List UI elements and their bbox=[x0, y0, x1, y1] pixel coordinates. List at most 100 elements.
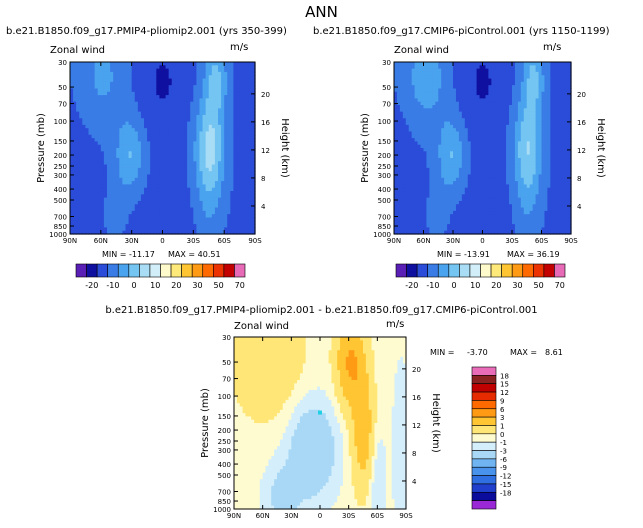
contour-cell bbox=[165, 161, 170, 166]
contour-cell bbox=[196, 214, 201, 219]
contour-cell bbox=[153, 134, 157, 139]
contour-cell bbox=[119, 95, 124, 99]
contour-cell bbox=[174, 171, 179, 176]
panel1-min-max: MIN = -11.17 bbox=[102, 250, 155, 259]
contour-cell bbox=[174, 161, 179, 166]
contour-cell bbox=[140, 157, 145, 162]
contour-cell bbox=[97, 154, 102, 159]
contour-cell bbox=[193, 78, 198, 83]
contour-cell bbox=[73, 98, 77, 103]
contour-cell bbox=[76, 118, 80, 123]
contour-cell bbox=[174, 174, 179, 179]
contour-cell bbox=[76, 220, 80, 225]
contour-cell bbox=[140, 65, 145, 70]
contour-cell bbox=[82, 154, 87, 159]
contour-cell bbox=[128, 230, 133, 235]
contour-cell bbox=[94, 181, 99, 185]
contour-cell bbox=[134, 204, 139, 209]
contour-cell bbox=[131, 134, 136, 139]
contour-cell bbox=[85, 78, 90, 83]
contour-cell bbox=[181, 164, 185, 169]
contour-cell bbox=[100, 167, 105, 172]
contour-cell bbox=[137, 118, 142, 123]
contour-cell bbox=[110, 227, 114, 232]
contour-cell bbox=[144, 174, 148, 179]
contour-cell bbox=[199, 148, 204, 152]
contour-cell bbox=[73, 88, 77, 93]
contour-cell bbox=[171, 224, 176, 228]
contour-cell bbox=[116, 62, 120, 66]
contour-cell bbox=[88, 108, 93, 113]
contour-cell bbox=[85, 101, 90, 106]
contour-cell bbox=[162, 138, 167, 142]
contour-cell bbox=[113, 141, 117, 146]
contour-cell bbox=[199, 220, 204, 225]
contour-cell bbox=[156, 134, 161, 139]
contour-cell bbox=[144, 91, 148, 96]
contour-cell bbox=[144, 78, 148, 83]
contour-cell bbox=[193, 204, 198, 209]
contour-cell bbox=[113, 121, 117, 126]
contour-cell bbox=[147, 128, 151, 133]
contour-cell bbox=[125, 194, 130, 199]
contour-cell bbox=[140, 68, 145, 73]
contour-cell bbox=[103, 68, 108, 73]
contour-cell bbox=[91, 62, 96, 66]
contour-cell bbox=[76, 217, 80, 222]
contour-cell bbox=[134, 230, 139, 235]
contour-cell bbox=[184, 148, 188, 152]
contour-cell bbox=[128, 95, 133, 99]
contour-cell bbox=[88, 214, 93, 219]
contour-cell bbox=[190, 124, 194, 129]
contour-cell bbox=[134, 111, 139, 116]
contour-cell bbox=[153, 181, 157, 185]
contour-cell bbox=[150, 114, 154, 119]
contour-cell bbox=[168, 161, 173, 166]
contour-cell bbox=[165, 62, 170, 66]
contour-cell bbox=[97, 68, 102, 73]
contour-cell bbox=[85, 65, 90, 70]
contour-cell bbox=[187, 105, 191, 109]
contour-cell bbox=[193, 191, 198, 195]
contour-cell bbox=[119, 85, 124, 90]
contour-cell bbox=[73, 197, 77, 202]
contour-cell bbox=[171, 111, 176, 116]
contour-cell bbox=[156, 108, 161, 113]
contour-cell bbox=[165, 174, 170, 179]
contour-cell bbox=[156, 207, 161, 212]
contour-cell bbox=[107, 88, 111, 93]
contour-cell bbox=[177, 148, 182, 152]
contour-cell bbox=[70, 184, 74, 189]
contour-cell bbox=[88, 91, 93, 96]
contour-cell bbox=[144, 197, 148, 202]
contour-cell bbox=[181, 157, 185, 162]
contour-cell bbox=[88, 68, 93, 73]
contour-cell bbox=[168, 164, 173, 169]
contour-cell bbox=[159, 101, 164, 106]
contour-cell bbox=[171, 230, 176, 235]
contour-cell bbox=[193, 161, 198, 166]
contour-cell bbox=[73, 214, 77, 219]
contour-cell bbox=[128, 134, 133, 139]
contour-cell bbox=[103, 138, 108, 142]
contour-cell bbox=[100, 220, 105, 225]
contour-cell bbox=[76, 191, 80, 195]
contour-cell bbox=[159, 204, 164, 209]
contour-cell bbox=[162, 108, 167, 113]
contour-cell bbox=[73, 111, 77, 116]
contour-cell bbox=[174, 177, 179, 182]
contour-cell bbox=[134, 95, 139, 99]
contour-cell bbox=[122, 68, 127, 73]
contour-cell bbox=[144, 161, 148, 166]
contour-cell bbox=[196, 174, 201, 179]
pressure-tick-label: 1000 bbox=[49, 231, 67, 239]
contour-cell bbox=[119, 101, 124, 106]
contour-cell bbox=[94, 154, 99, 159]
contour-cell bbox=[85, 85, 90, 90]
contour-cell bbox=[147, 210, 151, 215]
pressure-tick-label: 300 bbox=[54, 172, 67, 180]
contour-cell bbox=[193, 85, 198, 90]
contour-cell bbox=[103, 65, 108, 70]
contour-cell bbox=[168, 227, 173, 232]
contour-cell bbox=[131, 81, 136, 86]
